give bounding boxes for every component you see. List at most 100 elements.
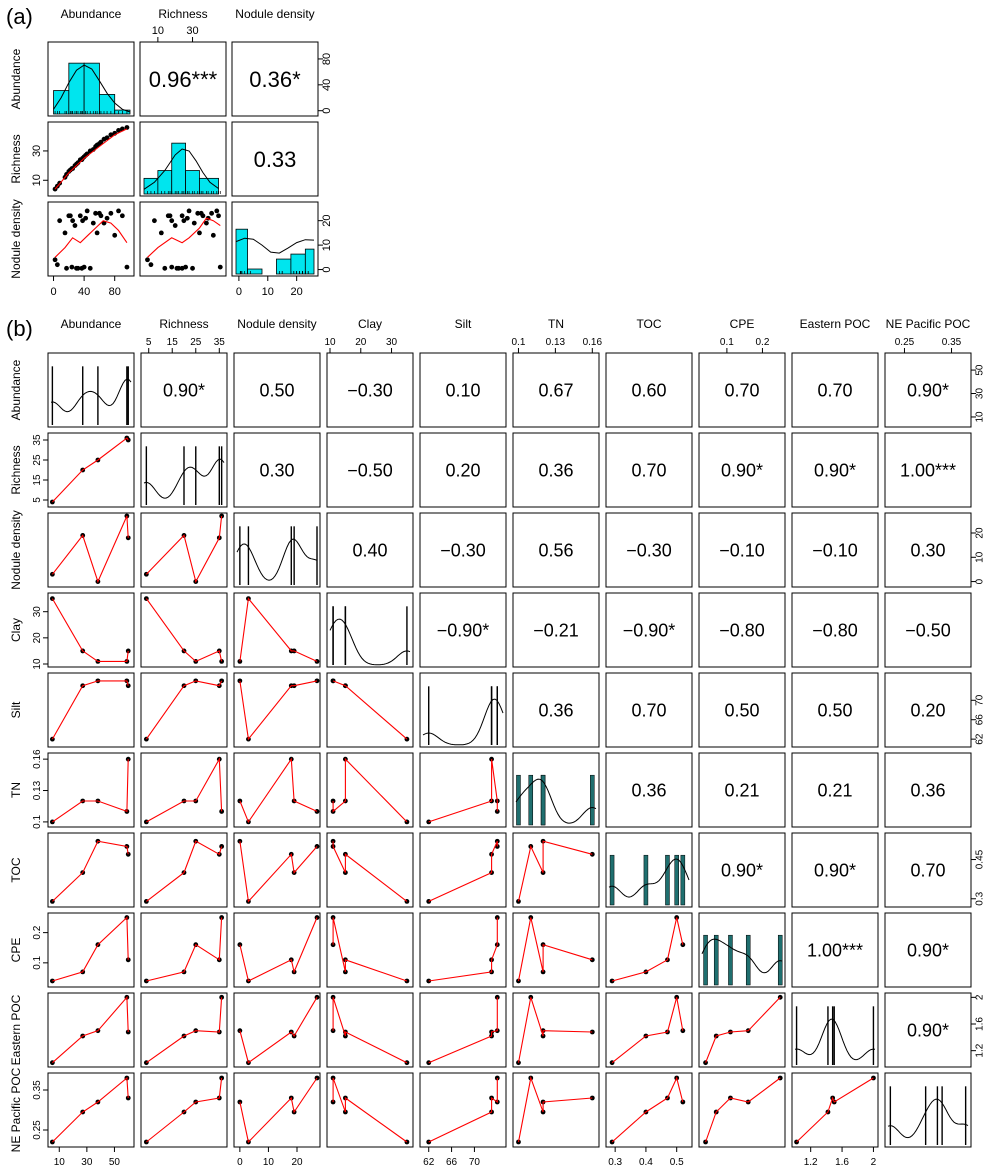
row-label-clay: Clay: [9, 618, 23, 642]
scatter-point: [609, 978, 615, 984]
scatter-point: [204, 220, 209, 226]
tick-label-silt: 62: [975, 733, 986, 745]
tick-label-abundance: 80: [321, 53, 333, 65]
value-bar: [528, 774, 534, 826]
scatter-point: [314, 678, 320, 684]
scatter-point: [125, 851, 131, 857]
cell-frame-cpe-richness: [140, 912, 228, 988]
scatter-point: [183, 264, 189, 270]
cell-frame-clay-nodule-density: [233, 592, 321, 668]
cell-frame-ne-pacific-poc-eastern-poc: [791, 1072, 879, 1148]
correlation-label-abundance-richness: 0.96***: [149, 67, 218, 92]
scatter-point: [57, 218, 63, 224]
smooth-line: [705, 996, 781, 1063]
value-bar: [609, 854, 615, 906]
smooth-line: [332, 1077, 408, 1143]
histogram-bar: [83, 62, 100, 115]
smooth-line: [332, 997, 408, 1064]
scatter-point: [124, 264, 130, 270]
scatter-point: [125, 957, 131, 963]
scatter-point: [62, 230, 68, 236]
smooth-line: [239, 680, 318, 741]
tick-label-richness: 25: [190, 337, 202, 348]
tick-label-eastern-poc: 1.2: [804, 1157, 818, 1168]
panel-a-label: (a): [6, 4, 33, 29]
tick-label-silt: 62: [423, 1157, 435, 1168]
smooth-line: [428, 917, 498, 982]
cell-frame-tn-silt: [419, 752, 507, 828]
tick-label-richness: 30: [186, 25, 198, 37]
correlation-label-abundance-tn: 0.67: [538, 380, 573, 400]
value-bar: [590, 774, 595, 826]
smooth-line: [145, 680, 223, 740]
column-title-tn: TN: [548, 317, 564, 331]
value-bar: [516, 774, 521, 826]
tick-label-tn: 0.1: [512, 337, 526, 348]
correlation-label-abundance-toc: 0.60: [631, 380, 666, 400]
scatter-point: [83, 215, 89, 221]
scatter-point: [87, 265, 93, 271]
histogram-bar: [304, 248, 315, 275]
cell-frame-eastern-poc-clay: [326, 992, 414, 1068]
correlation-label-abundance-eastern-poc: 0.70: [817, 380, 852, 400]
cell-frame-nodule-density-ne-pacific-poc: [884, 512, 972, 588]
cell-frame-eastern-poc-richness: [140, 992, 228, 1068]
smooth-line: [517, 917, 593, 982]
scatter-point: [54, 262, 60, 268]
tick-label-clay: 30: [386, 337, 398, 348]
smooth-line: [52, 916, 129, 982]
density-curve: [887, 1098, 969, 1139]
cell-frame-richness-cpe: [698, 432, 786, 508]
correlation-label-silt-tn: 0.36: [538, 700, 573, 720]
value-bar: [674, 854, 679, 906]
correlation-label-tn-ne-pacific-poc: 0.36: [910, 780, 945, 800]
column-title-eastern-poc: Eastern POC: [800, 317, 871, 331]
smooth-line: [52, 437, 129, 503]
cell-frame-abundance-abundance: [47, 41, 135, 117]
cell-frame-tn-abundance: [47, 752, 135, 828]
cell-frame-nodule-density-richness: [139, 201, 227, 277]
row-label-richness: Richness: [9, 134, 23, 183]
panel-a-scatter-matrix: Abundance Abundance Richness Richness Nodule…: [9, 7, 333, 298]
density-curve: [794, 1018, 876, 1061]
smooth-line: [428, 997, 498, 1064]
cell-frame-toc-eastern-poc: [791, 832, 879, 908]
scatter-point: [148, 262, 154, 268]
tick-label-richness: 10: [31, 174, 43, 186]
tick-label-nodule-density: 20: [321, 215, 333, 227]
value-bar: [540, 774, 546, 826]
scatter-point: [81, 264, 87, 270]
tick-label-clay: 20: [32, 632, 43, 644]
scatter-point: [190, 265, 195, 271]
smooth-line: [611, 1076, 684, 1143]
cell-frame-abundance-nodule-density: [231, 41, 319, 117]
smooth-line: [428, 759, 498, 823]
cell-frame-toc-ne-pacific-poc: [884, 832, 972, 908]
scatter-point: [314, 809, 320, 814]
tick-label-richness: 25: [32, 454, 43, 466]
scatter-point: [219, 678, 225, 684]
correlation-label-nodule-density-tn: 0.56: [538, 540, 573, 560]
cell-frame-tn-tn: [512, 752, 600, 828]
correlation-label-silt-toc: 0.70: [631, 700, 666, 720]
smooth-line: [796, 1077, 874, 1143]
scatter-point: [72, 223, 78, 228]
scatter-point: [219, 513, 225, 519]
cell-frame-tn-toc: [605, 752, 693, 828]
cell-frame-richness-clay: [326, 432, 414, 508]
histogram-bar: [247, 268, 263, 275]
scatter-point: [680, 1099, 686, 1105]
scatter-point: [589, 1095, 595, 1101]
cell-frame-tn-eastern-poc: [791, 752, 879, 828]
histogram-bar: [235, 228, 248, 275]
scatter-point: [330, 798, 336, 804]
smooth-line: [51, 598, 129, 662]
cell-frame-silt-richness: [140, 672, 228, 748]
scatter-point: [330, 942, 336, 948]
cell-frame-tn-richness: [140, 752, 228, 828]
scatter-point: [90, 220, 96, 226]
scatter-point: [214, 208, 220, 214]
scatter-point: [197, 230, 202, 236]
tick-label-nodule-density: 10: [263, 1157, 275, 1168]
correlation-label-eastern-poc-ne-pacific-poc: 0.90*: [907, 1020, 949, 1040]
